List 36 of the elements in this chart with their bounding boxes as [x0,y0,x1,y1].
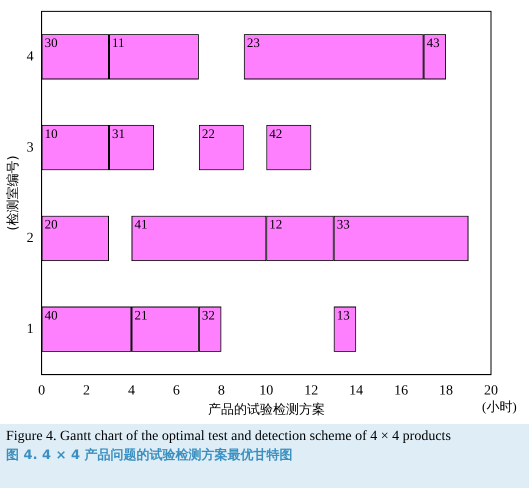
annotation: 41 [134,216,148,232]
annotation: 22 [202,126,215,141]
annotation: 20 [44,216,58,232]
x-tick-label: 0 [38,384,46,399]
x-tick-label: 6 [172,384,180,399]
annotation: 12 [269,216,282,232]
caption: 图 4. 4 × 4 产品问题的试验检测方案最优甘特图 [6,446,294,465]
x-tick-label: 10 [259,384,274,399]
y-axis-title: (检测室编号) [5,155,22,231]
annotation: 30 [44,35,58,50]
x-tick-label: 4 [128,384,135,399]
x-tick-label: 2 [83,384,90,399]
annotation: 13 [336,307,350,322]
annotation: 32 [202,307,215,322]
y-tick-label: 2 [26,231,34,246]
annotation: 43 [426,35,440,50]
x-tick-label: 14 [349,384,364,399]
x-tick-label: 20 [484,384,498,399]
annotation: 11 [112,35,125,50]
x-tick-label: 16 [394,384,408,399]
annotation: 10 [44,126,58,141]
annotation: 23 [246,35,260,50]
x-tick-label: 12 [304,384,318,399]
annotation: 21 [134,307,148,322]
annotation: 40 [44,307,58,322]
y-tick-label: 4 [26,49,34,64]
x-tick-label: 18 [439,384,454,399]
x-axis-title: 产品的试验检测方案 [208,402,325,418]
annotation: 42 [269,126,282,141]
caption: Figure 4. Gantt chart of the optimal test and detection scheme of 4 × 4 products [6,428,452,446]
text: (小时) [482,398,517,416]
annotation: 33 [336,216,350,232]
y-tick-label: 3 [26,140,34,156]
annotation: 31 [112,126,126,141]
y-tick-label: 1 [26,322,34,337]
x-tick-label: 8 [218,384,225,399]
